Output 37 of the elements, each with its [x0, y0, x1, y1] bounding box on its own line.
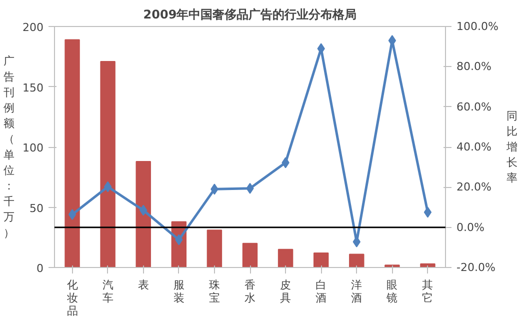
y-tick-label: 200	[22, 21, 44, 34]
x-tick-label: 香水	[244, 278, 256, 304]
y2-tick-label: 60.0%	[456, 100, 492, 114]
y2-tick-label: -20.0%	[456, 261, 496, 274]
text: 广告刊例额（单位：千万）	[4, 54, 15, 240]
bar	[278, 248, 294, 268]
y2-axis-title: 同比增长率	[505, 109, 518, 185]
x-tick-label: 化妆品	[66, 278, 78, 318]
y-tick-label: 50	[30, 202, 44, 215]
bar	[313, 252, 329, 268]
bar	[136, 160, 151, 268]
chart-title: 2009年中国奢侈品广告的行业分布格局	[143, 8, 357, 22]
y2-tick-label: 0.0%	[456, 220, 484, 234]
y2-tick-label: 20.0%	[456, 180, 492, 194]
x-tick-label: 汽车	[102, 278, 114, 304]
x-tick-label: 白酒	[316, 278, 327, 304]
x-tick-label: 皮具	[280, 278, 292, 304]
x-tick-label: 服装	[173, 278, 184, 304]
x-tick-label: 珠宝	[208, 278, 220, 304]
x-tick-label: 其它	[422, 278, 434, 304]
y-tick-label: 100	[22, 142, 44, 154]
point	[68, 208, 76, 220]
y2-tick-label: 100.0%	[456, 20, 498, 33]
bar	[206, 230, 222, 268]
y2-tick-label: 40.0%	[456, 140, 492, 154]
point	[424, 206, 432, 218]
bar	[64, 39, 80, 268]
y-tick-label: 150	[22, 81, 44, 94]
y2-tick-label: 80.0%	[456, 60, 492, 74]
bar	[242, 242, 258, 268]
x-tick-label: 眼镜	[386, 278, 398, 304]
bar	[349, 254, 364, 268]
x-tick-label: 表	[138, 278, 149, 292]
point	[104, 181, 112, 192]
bar	[100, 60, 116, 268]
x-tick-label: 洋酒	[351, 278, 362, 304]
y-tick-label: 0	[36, 262, 44, 275]
